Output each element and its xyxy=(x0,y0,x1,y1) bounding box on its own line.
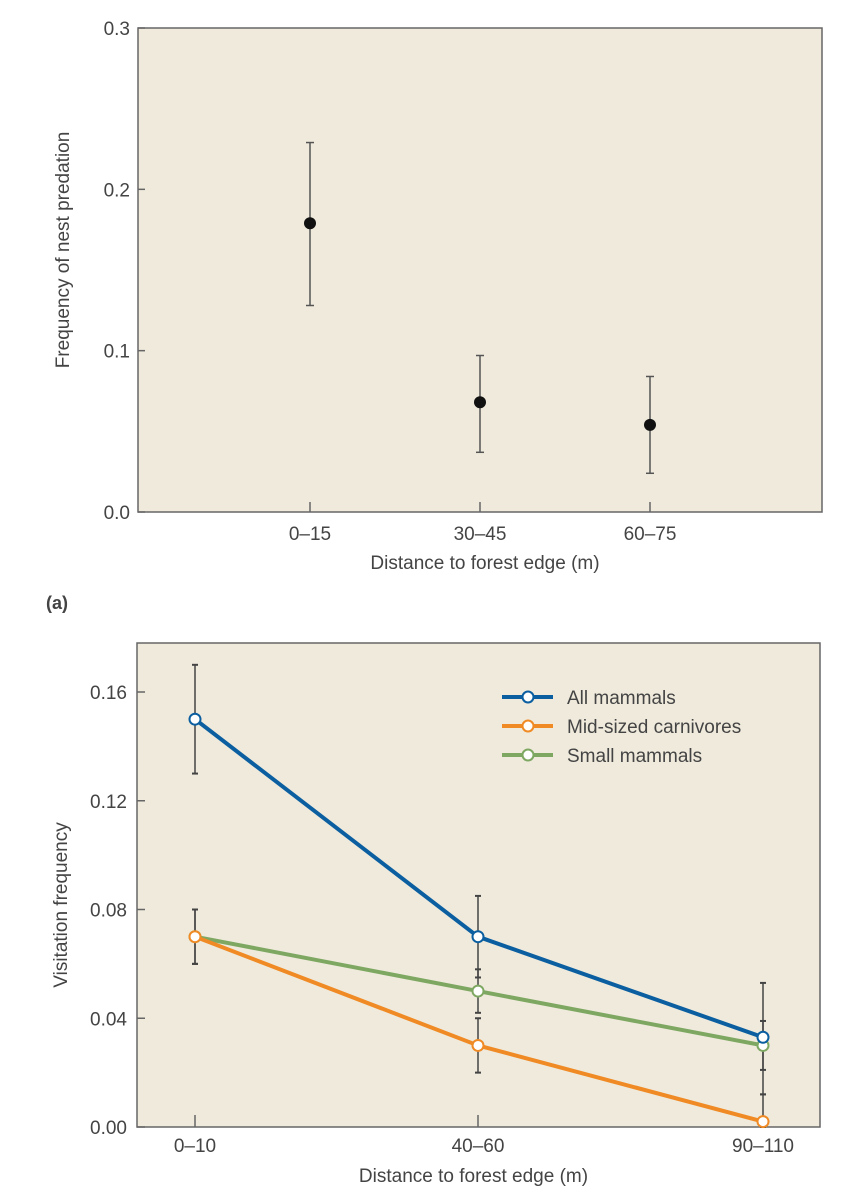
y-tick-label-b: 0.16 xyxy=(90,683,127,704)
y-tick-label-b: 0.00 xyxy=(90,1118,127,1139)
data-point-a xyxy=(304,217,316,230)
x-tick-label-b: 0–10 xyxy=(174,1136,216,1157)
x-tick-label-a: 60–75 xyxy=(624,524,677,545)
y-tick-label-b: 0.04 xyxy=(90,1009,127,1030)
data-point-all-mammals xyxy=(188,712,202,726)
y-axis-label-b: Visitation frequency xyxy=(51,822,72,988)
x-axis-label-b: Distance to forest edge (m) xyxy=(359,1166,588,1187)
x-tick-label-a: 0–15 xyxy=(289,524,331,545)
x-tick-label-a: 30–45 xyxy=(454,524,507,545)
data-point-a xyxy=(644,418,656,431)
legend-label: All mammals xyxy=(567,688,676,709)
y-tick-label-b: 0.12 xyxy=(90,792,127,813)
legend-marker xyxy=(521,719,535,733)
data-point-mid-sized-carnivores xyxy=(756,1115,770,1129)
legend-marker xyxy=(521,748,535,762)
data-point-mid-sized-carnivores xyxy=(471,1038,485,1052)
legend-marker xyxy=(521,690,535,704)
legend-label: Mid-sized carnivores xyxy=(567,717,741,738)
panel-label-a: (a) xyxy=(46,593,68,613)
data-point-mid-sized-carnivores xyxy=(188,930,202,944)
y-tick-label-a: 0.3 xyxy=(104,19,130,40)
y-axis-label-a: Frequency of nest predation xyxy=(53,132,74,369)
data-point-small-mammals xyxy=(471,984,485,998)
x-tick-label-b: 90–110 xyxy=(732,1136,794,1157)
x-tick-label-b: 40–60 xyxy=(452,1136,505,1157)
x-axis-label-a: Distance to forest edge (m) xyxy=(370,553,599,574)
data-point-a xyxy=(474,396,486,409)
y-tick-label-b: 0.08 xyxy=(90,901,127,922)
data-point-all-mammals xyxy=(471,930,485,944)
data-point-all-mammals xyxy=(756,1030,770,1044)
legend-label: Small mammals xyxy=(567,746,702,767)
y-tick-label-a: 0.0 xyxy=(104,503,130,524)
y-tick-label-a: 0.1 xyxy=(104,342,130,363)
y-tick-label-a: 0.2 xyxy=(104,180,130,201)
